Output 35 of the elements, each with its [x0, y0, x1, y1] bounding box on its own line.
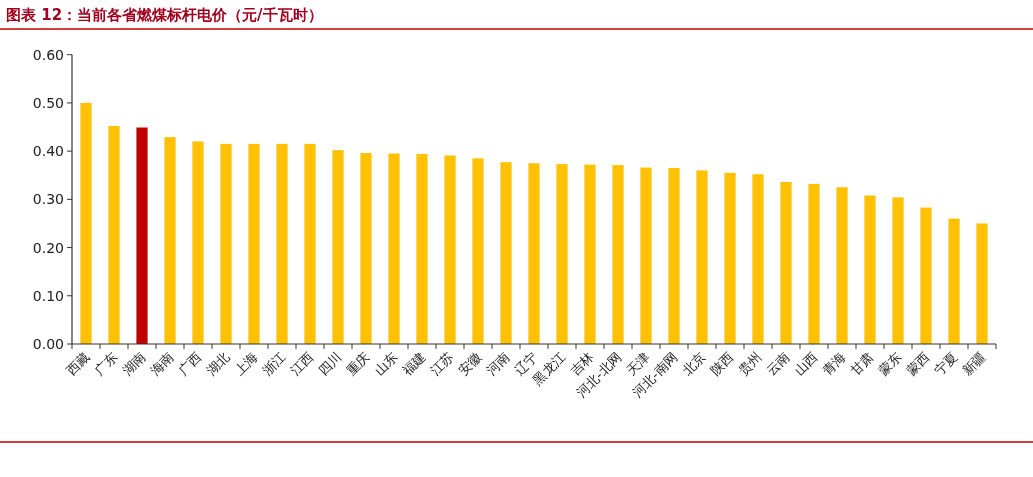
xtick: 重庆 — [343, 349, 373, 379]
xtick: 蒙东 — [875, 349, 905, 379]
ytick: 0.20 — [32, 239, 64, 256]
xtick: 云南 — [763, 349, 793, 379]
ytick: 0.10 — [32, 287, 64, 304]
ytick: 0.50 — [32, 94, 64, 111]
xtick: 福建 — [399, 349, 429, 379]
xtick: 湖北 — [203, 349, 233, 379]
xtick: 西藏 — [63, 349, 93, 379]
xtick: 宁夏 — [931, 349, 961, 379]
xtick: 江西 — [287, 349, 317, 379]
xtick: 安徽 — [455, 349, 485, 379]
xtick: 贵州 — [735, 349, 765, 379]
xtick: 河南 — [483, 349, 513, 379]
xtick: 四川 — [315, 349, 345, 379]
ytick: 0.60 — [32, 46, 64, 63]
xtick: 陕西 — [707, 349, 737, 379]
xtick: 江苏 — [427, 349, 457, 379]
ytick: 0.00 — [32, 336, 64, 352]
xtick: 山西 — [791, 349, 821, 379]
xtick: 浙江 — [259, 349, 289, 379]
xtick: 蒙西 — [903, 349, 933, 379]
ytick: 0.40 — [32, 143, 64, 160]
xtick: 广西 — [175, 349, 205, 379]
xtick: 山东 — [371, 349, 401, 379]
xtick: 广东 — [91, 349, 121, 379]
ytick: 0.30 — [32, 191, 64, 208]
xtick: 青海 — [819, 349, 849, 379]
title: 图表 12：当前各省燃煤标杆电价（元/千瓦时） — [6, 6, 323, 24]
xtick: 北京 — [679, 349, 709, 379]
xtick: 湖南 — [119, 349, 149, 379]
xtick: 新疆 — [959, 349, 989, 379]
xtick: 上海 — [231, 349, 261, 379]
xtick: 甘肃 — [847, 349, 877, 379]
xtick: 海南 — [147, 349, 177, 379]
